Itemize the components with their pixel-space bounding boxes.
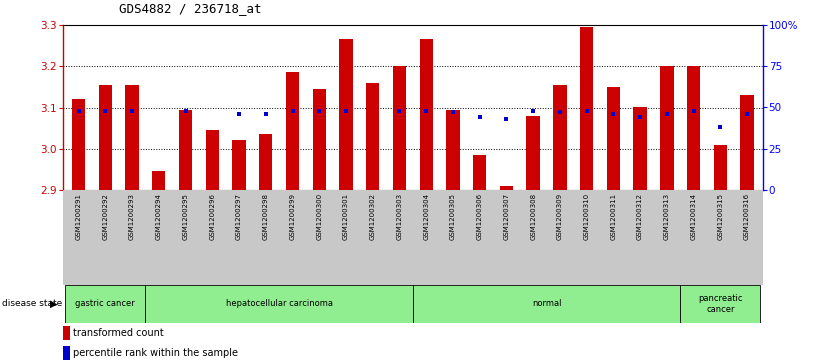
Text: percentile rank within the sample: percentile rank within the sample <box>73 348 239 358</box>
Text: GSM1200311: GSM1200311 <box>610 193 616 240</box>
Text: gastric cancer: gastric cancer <box>75 299 135 309</box>
Text: GSM1200306: GSM1200306 <box>477 193 483 240</box>
Text: GSM1200292: GSM1200292 <box>103 193 108 240</box>
Text: GSM1200302: GSM1200302 <box>369 193 376 240</box>
Text: GSM1200296: GSM1200296 <box>209 193 215 240</box>
Text: GSM1200300: GSM1200300 <box>316 193 322 240</box>
Bar <box>313 89 326 190</box>
Text: GSM1200293: GSM1200293 <box>129 193 135 240</box>
Text: GSM1200308: GSM1200308 <box>530 193 536 240</box>
Text: ▶: ▶ <box>50 299 58 309</box>
Bar <box>473 155 486 190</box>
Bar <box>606 87 620 190</box>
Text: GSM1200312: GSM1200312 <box>637 193 643 240</box>
Bar <box>446 110 460 190</box>
Bar <box>72 99 85 190</box>
Text: GSM1200313: GSM1200313 <box>664 193 670 240</box>
Bar <box>65 285 145 323</box>
Text: GSM1200298: GSM1200298 <box>263 193 269 240</box>
Text: GSM1200307: GSM1200307 <box>504 193 510 240</box>
Text: GSM1200303: GSM1200303 <box>396 193 403 240</box>
Bar <box>661 66 674 190</box>
Text: GSM1200297: GSM1200297 <box>236 193 242 240</box>
Text: GSM1200295: GSM1200295 <box>183 193 188 240</box>
Bar <box>526 116 540 190</box>
Bar <box>413 285 681 323</box>
Bar <box>741 95 754 190</box>
Bar <box>714 144 727 190</box>
Text: disease state: disease state <box>2 299 62 309</box>
Bar <box>634 107 647 190</box>
Bar <box>393 66 406 190</box>
Bar <box>98 85 112 190</box>
Bar <box>339 40 353 190</box>
Text: GSM1200305: GSM1200305 <box>450 193 456 240</box>
Bar <box>259 134 273 190</box>
Bar <box>500 186 513 190</box>
Bar <box>366 83 379 190</box>
Text: transformed count: transformed count <box>73 328 164 338</box>
Text: GSM1200310: GSM1200310 <box>584 193 590 240</box>
Bar <box>178 110 192 190</box>
Text: GSM1200294: GSM1200294 <box>156 193 162 240</box>
Text: GSM1200291: GSM1200291 <box>76 193 82 240</box>
Text: pancreatic
cancer: pancreatic cancer <box>698 294 742 314</box>
Bar <box>152 171 165 190</box>
Bar <box>580 27 593 190</box>
Text: GDS4882 / 236718_at: GDS4882 / 236718_at <box>118 2 261 15</box>
Text: GSM1200304: GSM1200304 <box>423 193 430 240</box>
Text: GSM1200309: GSM1200309 <box>557 193 563 240</box>
Text: hepatocellular carcinoma: hepatocellular carcinoma <box>226 299 333 309</box>
Text: GSM1200301: GSM1200301 <box>343 193 349 240</box>
Bar <box>145 285 413 323</box>
Text: normal: normal <box>532 299 561 309</box>
Text: GSM1200299: GSM1200299 <box>289 193 295 240</box>
Bar <box>681 285 761 323</box>
Bar <box>687 66 701 190</box>
Text: GSM1200316: GSM1200316 <box>744 193 750 240</box>
Bar <box>233 140 246 190</box>
Bar <box>553 85 566 190</box>
Bar <box>286 73 299 190</box>
Text: GSM1200314: GSM1200314 <box>691 193 696 240</box>
Bar <box>420 40 433 190</box>
Text: GSM1200315: GSM1200315 <box>717 193 723 240</box>
Bar <box>206 130 219 190</box>
Bar <box>125 85 138 190</box>
